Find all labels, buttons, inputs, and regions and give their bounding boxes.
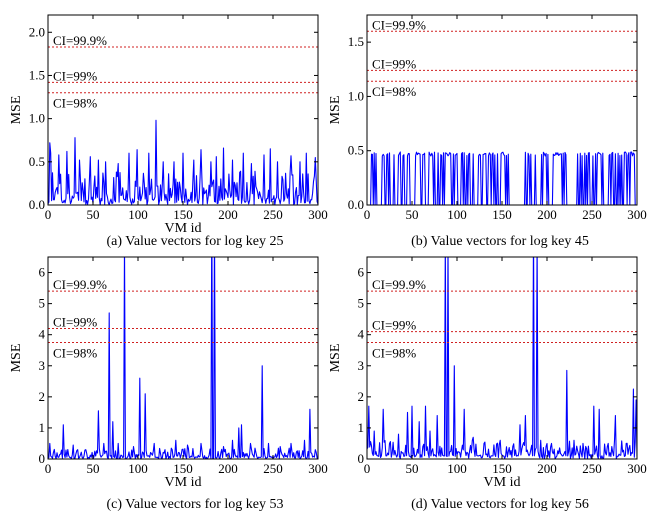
y-tick-label: 1.5 (29, 67, 45, 82)
y-tick-label: 0.0 (348, 197, 364, 212)
panel-caption: (d) Value vectors for log key 56 (411, 497, 589, 512)
x-tick-label: 200 (537, 461, 557, 476)
x-tick-label: 0 (45, 207, 52, 222)
x-tick-label: 50 (87, 461, 100, 476)
threshold-label: CI=98% (372, 84, 416, 99)
x-tick-label: 250 (582, 461, 602, 476)
y-axis-label: MSE (9, 96, 24, 125)
y-tick-label: 6 (358, 265, 365, 280)
panel-caption: (c) Value vectors for log key 53 (106, 497, 283, 512)
series-line (367, 151, 637, 205)
threshold-label: CI=99.9% (372, 17, 426, 32)
threshold-label: CI=99.9% (53, 277, 107, 292)
x-tick-label: 100 (447, 207, 467, 222)
y-tick-label: 0.5 (348, 143, 364, 158)
y-tick-label: 1.5 (348, 34, 364, 49)
x-tick-label: 300 (308, 207, 328, 222)
threshold-label: CI=99.9% (372, 277, 426, 292)
y-tick-label: 4 (358, 327, 365, 342)
panel-b: CI=99.9% CI=99% CI=98% 0 50 100 150 200 250 300 0.… (328, 14, 647, 249)
y-tick-label: 3 (39, 358, 46, 373)
threshold-label: CI=98% (53, 96, 97, 111)
y-axis-label: MSE (328, 96, 343, 125)
x-tick-label: 150 (492, 207, 512, 222)
threshold-label: CI=99% (53, 314, 97, 329)
x-tick-label: 50 (406, 207, 419, 222)
y-axis-label: MSE (328, 344, 343, 373)
x-tick-label: 50 (406, 461, 419, 476)
x-tick-label: 200 (218, 207, 238, 222)
threshold-label: CI=98% (372, 345, 416, 360)
panel-d: CI=99.9% CI=99% CI=98% 0 50 100 150 200 250 300 0 1… (328, 256, 647, 512)
y-tick-label: 2 (39, 389, 46, 404)
x-tick-label: 300 (308, 461, 328, 476)
plot-area (367, 151, 637, 205)
x-tick-label: 250 (263, 207, 283, 222)
panel-caption: (a) Value vectors for log key 25 (106, 234, 283, 249)
x-axis-label: VM id (165, 221, 202, 236)
x-axis-label: VM id (484, 475, 521, 490)
panel-a: CI=99.9% CI=99% CI=98% 0 50 100 150 200 250 300 0.… (9, 14, 328, 249)
y-tick-label: 2 (358, 389, 365, 404)
threshold-label: CI=98% (53, 345, 97, 360)
x-tick-label: 150 (492, 461, 512, 476)
threshold-label: CI=99% (53, 68, 97, 83)
panel-caption: (b) Value vectors for log key 45 (411, 234, 589, 249)
y-tick-label: 3 (358, 358, 365, 373)
panel-c: CI=99.9% CI=99% CI=98% 0 50 100 150 200 250 300 0 1… (9, 256, 328, 512)
x-tick-label: 300 (627, 461, 647, 476)
x-tick-label: 150 (173, 461, 193, 476)
x-tick-label: 100 (447, 461, 467, 476)
y-tick-label: 1 (358, 420, 365, 435)
x-tick-label: 0 (364, 461, 371, 476)
y-axis-label: MSE (9, 344, 24, 373)
y-tick-label: 1.0 (348, 88, 364, 103)
x-tick-label: 0 (364, 207, 371, 222)
x-tick-label: 50 (87, 207, 100, 222)
x-tick-label: 0 (45, 461, 52, 476)
y-tick-label: 5 (39, 296, 46, 311)
plot-area (48, 119, 318, 205)
y-tick-label: 6 (39, 265, 46, 280)
series-line (48, 119, 318, 205)
x-tick-label: 200 (218, 461, 238, 476)
x-tick-label: 300 (627, 207, 647, 222)
threshold-label: CI=99.9% (53, 33, 107, 48)
y-tick-label: 2.0 (29, 24, 45, 39)
x-tick-label: 150 (173, 207, 193, 222)
y-tick-label: 0.0 (29, 197, 45, 212)
y-tick-label: 4 (39, 327, 46, 342)
y-tick-label: 0.5 (29, 154, 45, 169)
x-axis-label: VM id (165, 475, 202, 490)
y-tick-label: 1 (39, 420, 46, 435)
threshold-label: CI=99% (372, 56, 416, 71)
y-tick-label: 0 (358, 451, 365, 466)
x-tick-label: 100 (128, 461, 148, 476)
y-tick-label: 5 (358, 296, 365, 311)
y-tick-label: 1.0 (29, 111, 45, 126)
x-tick-label: 250 (263, 461, 283, 476)
y-tick-label: 0 (39, 451, 46, 466)
threshold-label: CI=99% (372, 318, 416, 333)
x-tick-label: 200 (537, 207, 557, 222)
x-tick-label: 250 (582, 207, 602, 222)
x-tick-label: 100 (128, 207, 148, 222)
